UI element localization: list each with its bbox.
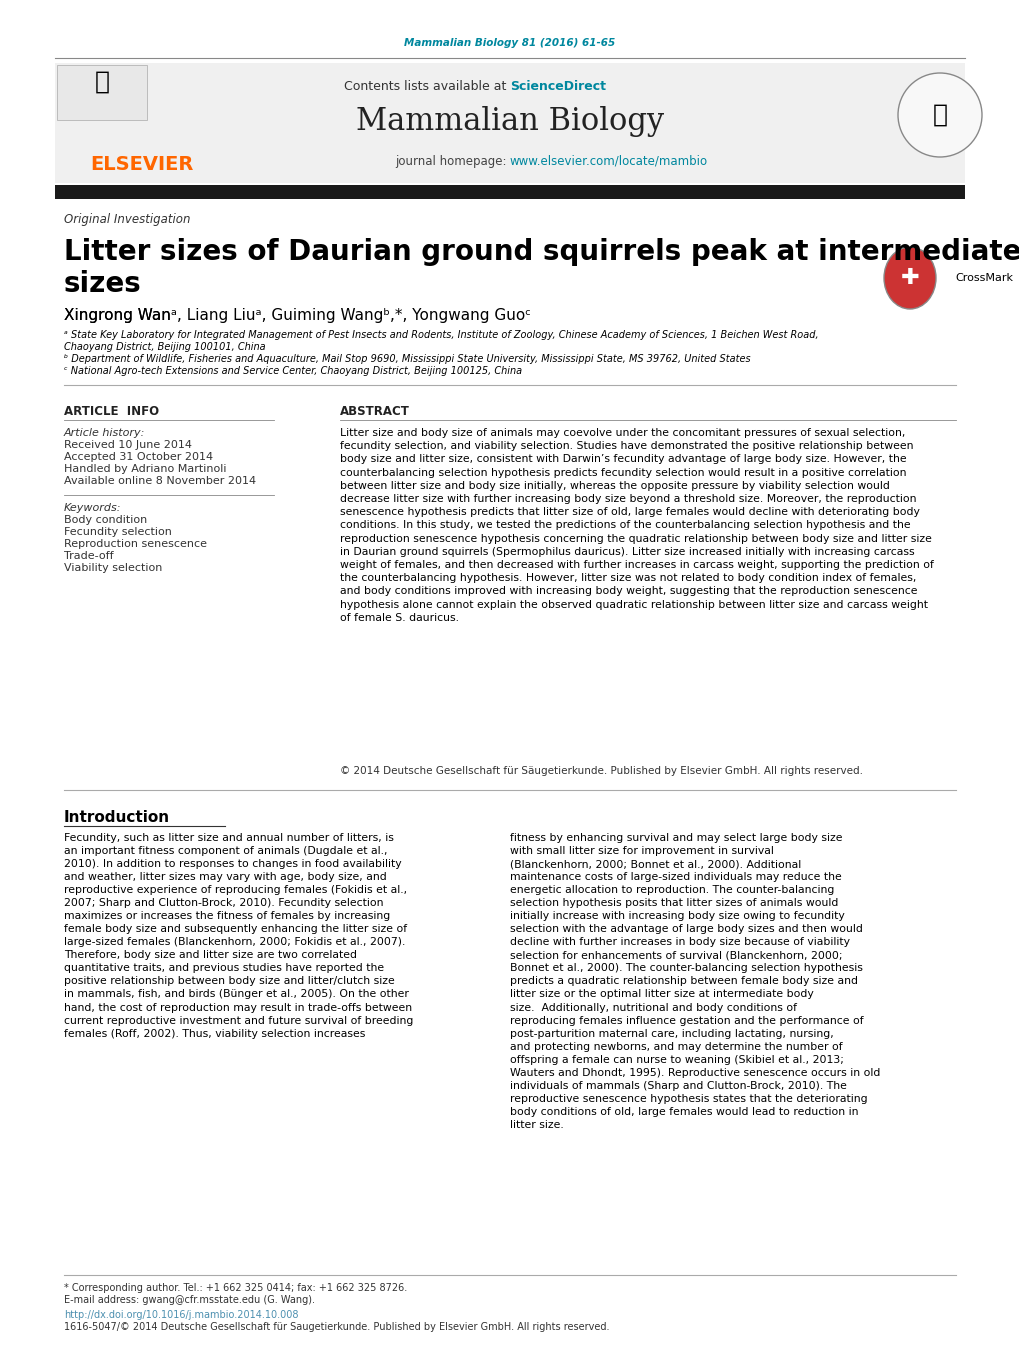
Text: * Corresponding author. Tel.: +1 662 325 0414; fax: +1 662 325 8726.: * Corresponding author. Tel.: +1 662 325…: [64, 1283, 407, 1293]
Text: Xingrong Wanᵃ, Liang Liuᵃ, Guiming Wangᵇ,*, Yongwang Guoᶜ: Xingrong Wanᵃ, Liang Liuᵃ, Guiming Wangᵇ…: [64, 308, 530, 323]
Text: journal homepage:: journal homepage:: [394, 155, 510, 168]
Text: ✚: ✚: [900, 267, 918, 288]
Text: Viability selection: Viability selection: [64, 563, 162, 573]
Text: Body condition: Body condition: [64, 515, 147, 526]
Text: Litter size and body size of animals may coevolve under the concomitant pressure: Litter size and body size of animals may…: [339, 428, 933, 623]
Text: Handled by Adriano Martinoli: Handled by Adriano Martinoli: [64, 463, 226, 474]
Text: ᵇ Department of Wildlife, Fisheries and Aquaculture, Mail Stop 9690, Mississippi: ᵇ Department of Wildlife, Fisheries and …: [64, 354, 750, 363]
Text: Xingrong Wan: Xingrong Wan: [64, 308, 171, 323]
Text: Received 10 June 2014: Received 10 June 2014: [64, 440, 192, 450]
Text: Fecundity, such as litter size and annual number of litters, is
an important fit: Fecundity, such as litter size and annua…: [64, 834, 413, 1039]
Text: Introduction: Introduction: [64, 811, 170, 825]
Text: 1616-5047/© 2014 Deutsche Gesellschaft für Saugetierkunde. Published by Elsevier: 1616-5047/© 2014 Deutsche Gesellschaft f…: [64, 1323, 609, 1332]
Text: Mammalian Biology: Mammalian Biology: [356, 105, 663, 136]
Text: www.elsevier.com/locate/mambio: www.elsevier.com/locate/mambio: [510, 155, 707, 168]
Text: ᶜ National Agro-tech Extensions and Service Center, Chaoyang District, Beijing 1: ᶜ National Agro-tech Extensions and Serv…: [64, 366, 522, 376]
Text: ABSTRACT: ABSTRACT: [339, 405, 410, 417]
Text: Mammalian Biology 81 (2016) 61-65: Mammalian Biology 81 (2016) 61-65: [404, 38, 615, 49]
Text: Reproduction senescence: Reproduction senescence: [64, 539, 207, 549]
Text: CrossMark: CrossMark: [954, 273, 1012, 282]
Text: ELSEVIER: ELSEVIER: [90, 155, 194, 174]
Text: ᵃ State Key Laboratory for Integrated Management of Pest Insects and Rodents, In: ᵃ State Key Laboratory for Integrated Ma…: [64, 330, 818, 340]
Text: Original Investigation: Original Investigation: [64, 213, 191, 226]
Text: © 2014 Deutsche Gesellschaft für Säugetierkunde. Published by Elsevier GmbH. All: © 2014 Deutsche Gesellschaft für Säugeti…: [339, 766, 862, 775]
Text: Keywords:: Keywords:: [64, 503, 121, 513]
Text: Available online 8 November 2014: Available online 8 November 2014: [64, 476, 256, 486]
Ellipse shape: [883, 247, 935, 309]
Text: Article history:: Article history:: [64, 428, 146, 438]
Circle shape: [897, 73, 981, 157]
Bar: [55, 185, 964, 199]
Text: Accepted 31 October 2014: Accepted 31 October 2014: [64, 453, 213, 462]
Text: fitness by enhancing survival and may select large body size
with small litter s: fitness by enhancing survival and may se…: [510, 834, 879, 1129]
Text: 🌳: 🌳: [95, 70, 109, 95]
Text: Litter sizes of Daurian ground squirrels peak at intermediate body
sizes: Litter sizes of Daurian ground squirrels…: [64, 238, 1019, 299]
Text: Contents lists available at: Contents lists available at: [343, 80, 510, 93]
Text: ScienceDirect: ScienceDirect: [510, 80, 605, 93]
Bar: [55, 63, 964, 182]
Text: 🐾: 🐾: [931, 103, 947, 127]
Text: Trade-off: Trade-off: [64, 551, 113, 561]
Text: ARTICLE  INFO: ARTICLE INFO: [64, 405, 159, 417]
Text: http://dx.doi.org/10.1016/j.mambio.2014.10.008: http://dx.doi.org/10.1016/j.mambio.2014.…: [64, 1310, 299, 1320]
Text: Chaoyang District, Beijing 100101, China: Chaoyang District, Beijing 100101, China: [64, 342, 265, 353]
Bar: [57, 65, 147, 120]
Text: Fecundity selection: Fecundity selection: [64, 527, 172, 536]
Text: E-mail address: gwang@cfr.msstate.edu (G. Wang).: E-mail address: gwang@cfr.msstate.edu (G…: [64, 1296, 315, 1305]
